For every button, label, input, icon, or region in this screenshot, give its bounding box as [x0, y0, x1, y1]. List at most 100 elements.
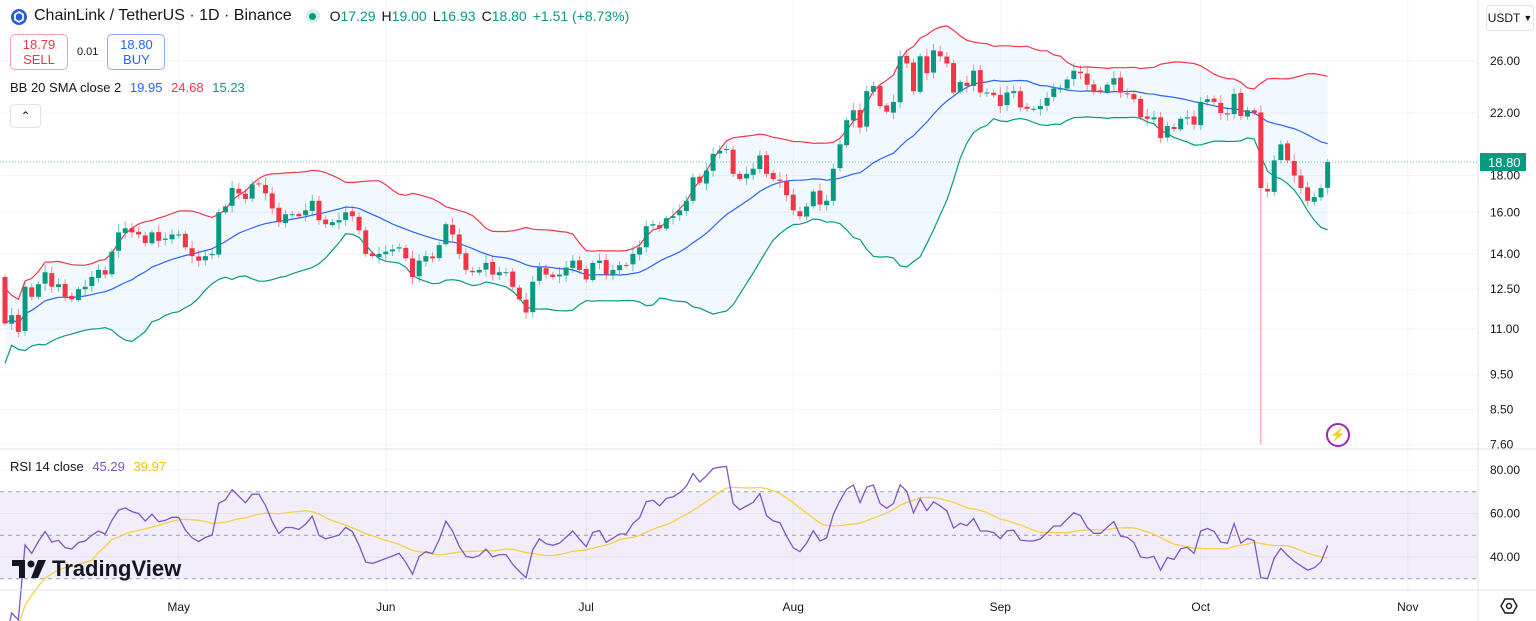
bollinger-bands-legend[interactable]: BB 20 SMA close 2 19.95 24.68 15.23 — [10, 80, 250, 95]
candle — [697, 173, 703, 186]
candle — [1251, 107, 1257, 116]
candle — [202, 250, 208, 266]
sell-button[interactable]: 18.79 SELL — [10, 34, 68, 70]
candle-body — [550, 274, 556, 277]
rsi-ma-line — [19, 486, 1328, 621]
candle-body — [977, 70, 983, 93]
candle — [1064, 76, 1070, 92]
candle — [590, 260, 596, 283]
candle — [122, 221, 128, 240]
symbol-legend: ChainLink / TetherUS · 1D · Binance O17.… — [10, 7, 635, 25]
candle — [957, 79, 963, 94]
candle-body — [536, 267, 542, 281]
rsi-line — [9, 465, 1329, 621]
candle-body — [991, 92, 997, 96]
candle-body — [623, 264, 629, 266]
candle — [670, 209, 676, 225]
rsi-legend[interactable]: RSI 14 close 45.29 39.97 — [10, 459, 171, 474]
candle — [222, 204, 228, 215]
candle-body — [1218, 102, 1224, 114]
settings-icon[interactable] — [1500, 597, 1518, 620]
candle — [810, 189, 816, 209]
low-label: L — [432, 8, 441, 24]
candle-body — [1211, 98, 1217, 102]
candle-body — [316, 200, 322, 221]
candle-body — [336, 220, 342, 223]
candle — [951, 59, 957, 96]
candle-body — [1057, 88, 1063, 90]
candle-body — [543, 268, 549, 275]
candle — [430, 251, 436, 263]
candle — [850, 102, 856, 128]
candle — [1278, 140, 1284, 164]
candle-body — [737, 173, 743, 180]
candle-body — [690, 177, 696, 201]
candle — [470, 266, 476, 276]
candle — [837, 140, 843, 172]
candle — [109, 248, 115, 278]
candle-body — [657, 225, 663, 229]
candle — [89, 270, 95, 292]
candle-body — [443, 224, 449, 245]
candle — [1124, 88, 1130, 99]
market-open-status-icon — [305, 9, 320, 23]
candle-body — [430, 256, 436, 259]
candle — [276, 202, 282, 228]
candle-body — [964, 82, 970, 86]
candle-body — [1084, 73, 1090, 85]
candle-body — [249, 184, 255, 199]
candle-body — [1111, 78, 1117, 85]
candle — [1164, 121, 1170, 142]
candle-body — [356, 216, 362, 231]
tradingview-watermark: TradingView — [12, 556, 181, 582]
candle-body — [1098, 90, 1104, 92]
last-price-label: 18.80 — [1488, 155, 1521, 170]
candle-body — [576, 260, 582, 270]
candle-body — [617, 265, 623, 271]
candle-body — [216, 212, 222, 255]
currency-dropdown[interactable]: USDT ▼ — [1486, 5, 1534, 31]
candles — [2, 43, 1331, 445]
candle-body — [563, 267, 569, 276]
candle — [1265, 182, 1271, 198]
candle — [737, 171, 743, 182]
candle-body — [931, 50, 937, 73]
collapse-legend-button[interactable]: ⌃ — [10, 104, 41, 128]
candle — [1171, 123, 1177, 133]
candle-body — [924, 56, 930, 74]
candle — [349, 205, 355, 222]
rsi-pane — [0, 465, 1478, 621]
candle-body — [436, 245, 442, 259]
lightning-event-icon[interactable]: ⚡ — [1326, 423, 1350, 447]
candle — [1285, 140, 1291, 164]
candle-body — [610, 269, 616, 276]
buy-button[interactable]: 18.80 BUY — [107, 34, 166, 70]
close-label: C — [481, 8, 492, 24]
symbol-title[interactable]: ChainLink / TetherUS · 1D · Binance — [34, 7, 292, 24]
candle — [356, 212, 362, 235]
candle-body — [309, 200, 315, 211]
candle — [35, 281, 41, 300]
rsi-tick-label: 80.00 — [1490, 463, 1520, 477]
candle-body — [296, 213, 302, 217]
candle-body — [730, 149, 736, 174]
candle — [456, 228, 462, 260]
candle-body — [523, 299, 529, 313]
candle — [1291, 153, 1297, 183]
candle — [329, 219, 335, 228]
candle-body — [196, 256, 202, 261]
candle-body — [182, 233, 188, 248]
candle-body — [824, 200, 830, 206]
candle — [730, 146, 736, 178]
candle-body — [483, 262, 489, 270]
price-tick-label: 18.00 — [1490, 169, 1520, 183]
candle-body — [1318, 188, 1324, 198]
candle — [1104, 82, 1110, 95]
candle-body — [1204, 99, 1210, 102]
candle — [15, 308, 21, 338]
candle — [1111, 71, 1117, 92]
candle-body — [1291, 161, 1297, 176]
candle-body — [1124, 93, 1130, 95]
